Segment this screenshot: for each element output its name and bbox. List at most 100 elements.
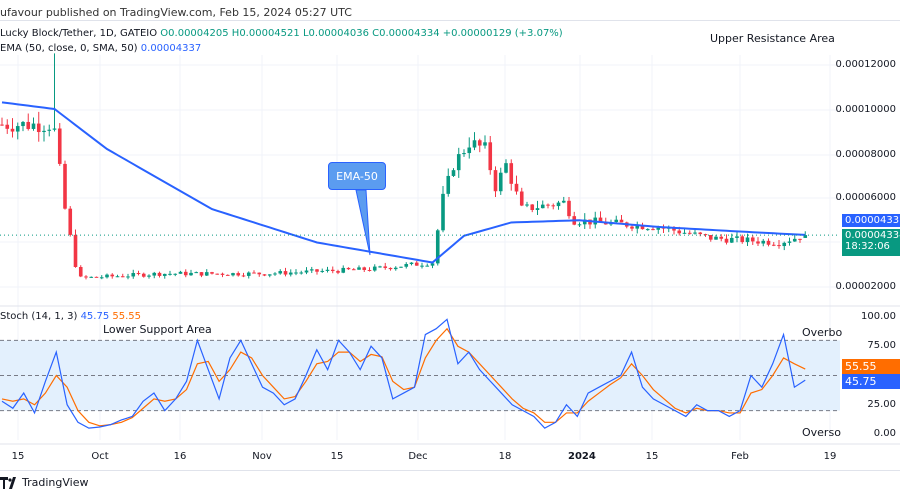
candle-body (252, 272, 256, 274)
price-tick: 0.00002000 (835, 281, 896, 292)
candle-body (782, 242, 787, 247)
upper-resistance-label: Upper Resistance Area (710, 32, 835, 45)
candle-body (404, 264, 409, 267)
candle-body (756, 241, 760, 244)
candle-body (729, 237, 734, 243)
candle-body (157, 272, 162, 276)
symbol-legend: Lucky Block/Tether, 1D, GATEIO O0.000042… (0, 28, 563, 39)
candle-body (178, 271, 183, 274)
stoch-label[interactable]: Stoch (14, 1, 3) (0, 311, 78, 322)
low-value: L0.00004036 (302, 28, 369, 39)
candle-body (199, 272, 204, 276)
candle-body (493, 170, 498, 192)
candle-body (336, 271, 340, 273)
candle-body (745, 237, 750, 243)
candle-body (640, 224, 645, 230)
ema-label[interactable]: EMA (50, close, 0, SMA, 50) (0, 43, 138, 54)
candle-body (131, 273, 136, 277)
high-value: H0.00004521 (231, 28, 300, 39)
ema-value: 0.00004337 (140, 43, 202, 54)
candle-body (325, 269, 330, 271)
candle-body (472, 140, 477, 148)
candle-body (488, 142, 493, 171)
candle-body (393, 267, 398, 270)
candle-body (614, 219, 619, 223)
ema-legend: EMA (50, close, 0, SMA, 50) 0.00004337 (0, 43, 201, 54)
time-tick: 18 (498, 451, 512, 462)
candle-body (693, 232, 697, 234)
candle-body (414, 262, 419, 266)
candle-body (262, 274, 267, 276)
candle-body (535, 208, 540, 210)
open-value: O0.00004205 (160, 28, 229, 39)
candle-body (15, 126, 20, 132)
candle-body (388, 267, 393, 270)
candle-body (803, 235, 808, 238)
candle-body (189, 272, 193, 276)
candle-body (89, 276, 94, 278)
divider (0, 20, 900, 21)
candle-body (110, 274, 115, 277)
stoch-legend: Stoch (14, 1, 3) 45.75 55.55 (0, 311, 141, 322)
chart-canvas[interactable] (0, 0, 900, 470)
candle-body (383, 266, 388, 268)
candle-body (645, 229, 650, 231)
candle-body (750, 237, 755, 242)
tradingview-logo[interactable]: TradingView (0, 476, 88, 489)
candle-body (430, 263, 435, 266)
candle-body (147, 275, 151, 277)
candle-body (630, 226, 634, 229)
price-tick: 0.00006000 (835, 192, 896, 203)
candle-body (435, 230, 440, 264)
candle-body (105, 274, 109, 278)
change-value: +0.00000129 (+3.07%) (442, 28, 563, 39)
candle-body (162, 273, 167, 276)
candle-body (761, 240, 766, 244)
candle-body (168, 273, 172, 275)
candle-body (26, 121, 31, 129)
oversold-label: Overso (802, 426, 841, 439)
candle-body (241, 275, 246, 277)
ema-price-tag: 0.00004337 (842, 214, 900, 227)
candle-body (598, 217, 603, 222)
candle-body (215, 273, 220, 275)
candle-body (78, 266, 83, 277)
stoch-d-value: 55.55 (112, 311, 142, 322)
candle-body (740, 236, 745, 243)
candle-body (798, 238, 802, 240)
ema-callout-pointer (355, 189, 371, 256)
candle-body (341, 267, 346, 273)
last-price: 0.00004334 (845, 230, 900, 241)
time-tick: 15 (330, 451, 344, 462)
candle-body (47, 129, 52, 131)
candle-body (525, 204, 529, 206)
candle-body (708, 234, 713, 240)
candle-body (120, 276, 125, 278)
stoch-tick: 75.00 (867, 340, 896, 351)
candle-body (246, 272, 251, 276)
candle-body (84, 276, 88, 278)
candle-body (267, 274, 272, 276)
symbol-name[interactable]: Lucky Block/Tether, 1D, GATEIO (0, 28, 158, 39)
candle-body (304, 270, 309, 273)
candle-body (719, 236, 724, 239)
ema-line (1, 101, 806, 264)
stoch-d-tag: 55.55 (842, 359, 900, 374)
candle-body (42, 130, 46, 133)
candle-body (299, 272, 304, 274)
candle-body (126, 276, 130, 278)
candle-body (441, 193, 445, 231)
candle-body (635, 224, 640, 229)
candle-body (183, 271, 188, 276)
candle-body (703, 234, 708, 236)
time-tick: Dec (408, 451, 428, 462)
candle-body (309, 269, 314, 271)
candle-body (582, 219, 587, 225)
candle-body (483, 142, 487, 146)
candle-body (141, 273, 146, 277)
overbought-label: Overbo (802, 326, 843, 339)
candle-body (567, 200, 571, 217)
candle-body (519, 191, 524, 206)
stoch-tick: 100.00 (861, 311, 896, 322)
candle-body (682, 232, 687, 234)
